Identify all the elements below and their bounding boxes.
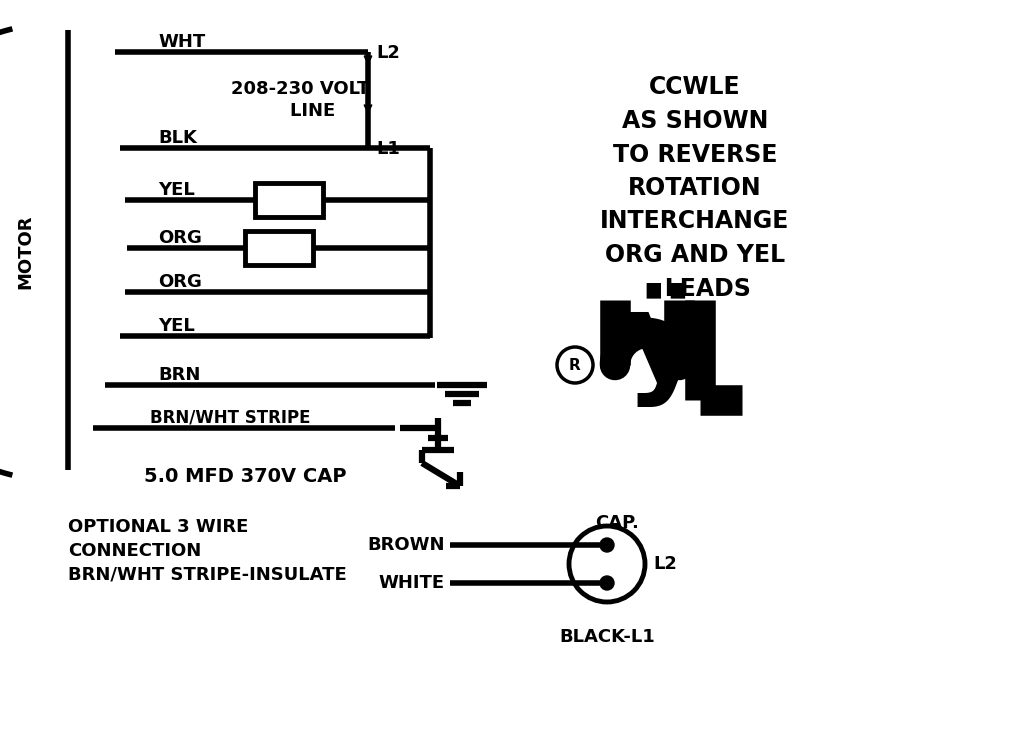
Text: BROWN: BROWN — [368, 536, 445, 554]
Text: ORG: ORG — [158, 273, 202, 291]
Text: 5.0 MFD 370V CAP: 5.0 MFD 370V CAP — [143, 466, 346, 485]
Text: BLK: BLK — [158, 129, 197, 147]
Text: L2: L2 — [653, 555, 677, 573]
Text: YEL: YEL — [158, 317, 195, 335]
Text: L1: L1 — [376, 140, 400, 158]
Text: BRN: BRN — [158, 366, 201, 384]
Text: OPTIONAL 3 WIRE
CONNECTION
BRN/WHT STRIPE-INSULATE: OPTIONAL 3 WIRE CONNECTION BRN/WHT STRIP… — [68, 518, 347, 583]
Text: BLACK-L1: BLACK-L1 — [559, 628, 655, 646]
Bar — [245, 231, 313, 265]
Text: 208-230 VOLT
    LINE: 208-230 VOLT LINE — [230, 80, 370, 120]
Text: BRN/WHT STRIPE: BRN/WHT STRIPE — [150, 409, 310, 427]
Text: WHT: WHT — [158, 33, 205, 51]
Text: ÿ: ÿ — [625, 283, 706, 407]
Text: ORG: ORG — [158, 229, 202, 247]
Circle shape — [600, 538, 614, 552]
Text: YEL: YEL — [158, 181, 195, 199]
Text: CAP.: CAP. — [595, 514, 639, 532]
Text: L2: L2 — [376, 44, 400, 62]
Bar — [255, 183, 323, 217]
Text: MOTOR: MOTOR — [16, 215, 34, 289]
Circle shape — [600, 576, 614, 590]
Text: CCWLE
AS SHOWN
TO REVERSE
ROTATION
INTERCHANGE
ORG AND YEL
   LEADS: CCWLE AS SHOWN TO REVERSE ROTATION INTER… — [600, 75, 790, 301]
Text: R: R — [569, 358, 581, 372]
Text: WHITE: WHITE — [379, 574, 445, 592]
